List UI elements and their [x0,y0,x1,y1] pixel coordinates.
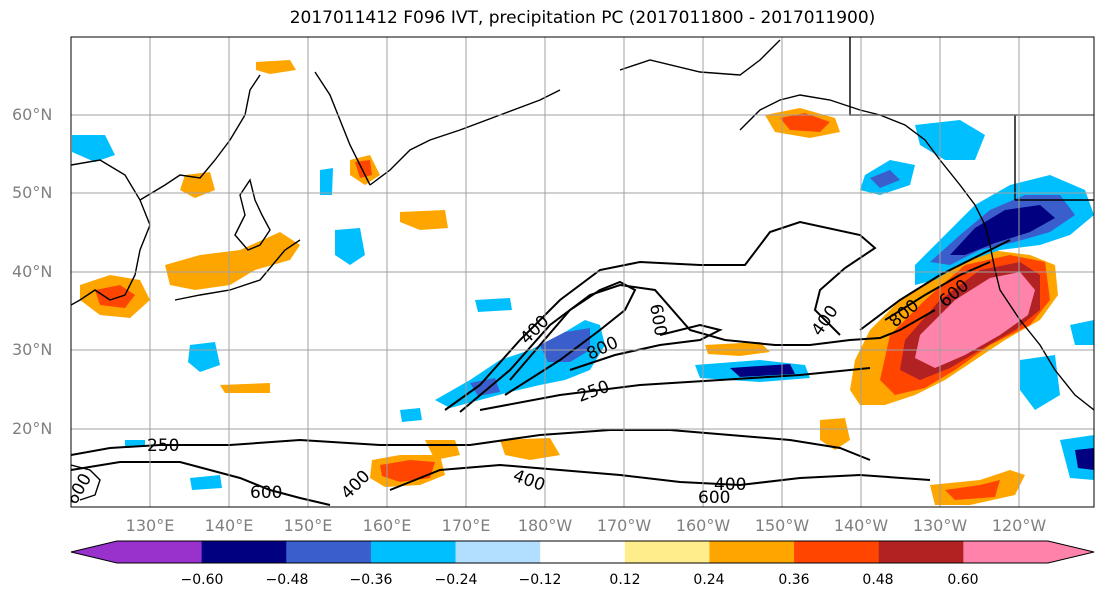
lon-label: 160°E [362,516,412,535]
lat-label: 20°N [12,419,53,438]
precip-positive-shading [80,60,1058,505]
colorbar-segment [709,541,795,563]
colorbar-tick-label: 0.12 [609,572,641,588]
colorbar-tick-label: −0.60 [180,572,224,588]
colorbar-segment [455,541,541,563]
colorbar-segment [286,541,372,563]
colorbar-segment [624,541,710,563]
lat-label: 60°N [12,105,53,124]
colorbar-extend-low [71,541,117,563]
colorbar-segment [794,541,880,563]
lon-label: 130°W [912,516,968,535]
colorbar-extend-high [1048,541,1094,563]
colorbar-tick-label: −0.36 [349,572,393,588]
lon-label: 140°E [204,516,254,535]
colorbar-tick-label: −0.24 [434,572,478,588]
lat-label: 50°N [12,183,53,202]
colorbar-tick-label: 0.60 [947,572,979,588]
lon-label: 150°E [283,516,333,535]
lon-label: 180°W [517,516,573,535]
lon-label: 140°W [833,516,889,535]
colorbar-segment [370,541,457,563]
lon-label: 120°W [991,516,1047,535]
colorbar-segment [540,541,626,563]
colorbar-segment [963,541,1049,563]
contour-label: 600 [250,483,282,503]
colorbar-tick-label: −0.48 [265,572,309,588]
colorbar-tick-label: 0.48 [862,572,894,588]
colorbar-tick-label: 0.24 [693,572,725,588]
colorbar [70,540,1095,564]
colorbar-tick-label: 0.36 [778,572,810,588]
colorbar-segment [117,541,203,563]
lon-label: 150°W [754,516,810,535]
contour-label: 250 [147,436,179,456]
lat-label: 40°N [12,262,53,281]
graticule [71,37,1094,507]
colorbar-segment [878,541,964,563]
lon-label: 160°W [675,516,731,535]
colorbar-tick-label: −0.12 [518,572,562,588]
lon-label: 170°W [596,516,652,535]
ivt-contours [71,220,1011,506]
lon-label: 170°E [441,516,491,535]
contour-label: 600 [698,488,730,508]
contour-label: 400 [714,475,746,495]
colorbar-segment [201,541,287,563]
map-frame [70,36,1095,508]
map-title: 2017011412 F096 IVT, precipitation PC (2… [289,8,876,28]
lat-label: 30°N [12,340,53,359]
lon-label: 130°E [125,516,175,535]
